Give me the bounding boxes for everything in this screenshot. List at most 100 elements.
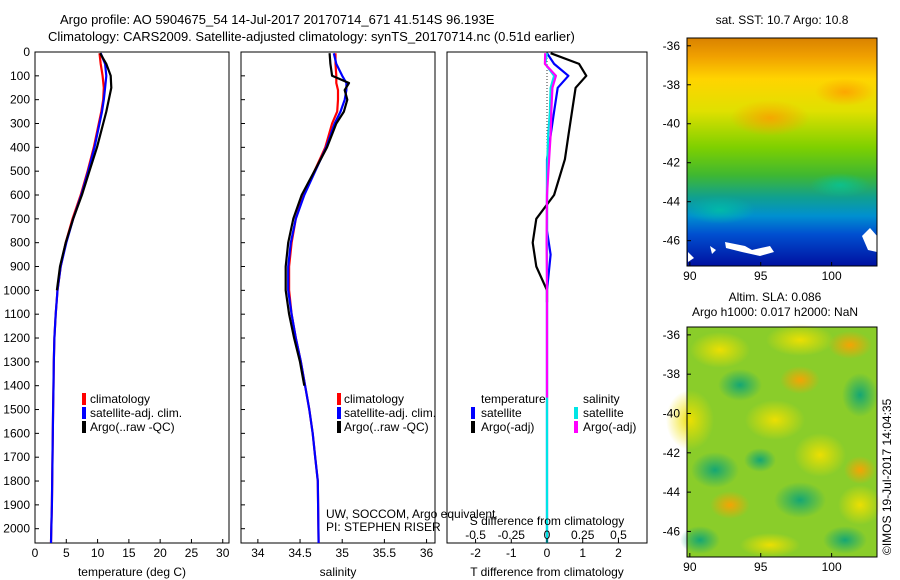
y-tick-label: 2000 bbox=[3, 522, 30, 536]
map-y-tick-label: -38 bbox=[663, 367, 681, 381]
map-y-tick-label: -36 bbox=[663, 328, 681, 342]
y-tick-label: 800 bbox=[10, 236, 30, 250]
sla-patch bbox=[666, 390, 714, 450]
sla-patch bbox=[823, 526, 867, 554]
legend-label-sal-argo: Argo(-adj) bbox=[583, 420, 636, 434]
map-x-tick-label: 90 bbox=[683, 269, 697, 283]
x-tick-label: -2 bbox=[470, 546, 481, 560]
credit-line1: UW, SOCCOM, Argo equivalent bbox=[326, 507, 496, 521]
x-top-tick-label: 0.5 bbox=[610, 528, 627, 542]
y-tick-label: 1700 bbox=[3, 450, 30, 464]
y-tick-label: 700 bbox=[10, 212, 30, 226]
salinity-argo-adj-line bbox=[543, 53, 557, 398]
credit-line2: PI: STEPHEN RISER bbox=[326, 520, 441, 534]
x-tick-label: 35 bbox=[336, 546, 350, 560]
x-tick-label: 30 bbox=[216, 546, 230, 560]
y-tick-label: 400 bbox=[10, 140, 30, 154]
y-tick-label: 1600 bbox=[3, 426, 30, 440]
temperature-argo-adj-line bbox=[531, 52, 588, 303]
sla-plot-frame bbox=[686, 326, 878, 558]
y-tick-label: 900 bbox=[10, 260, 30, 274]
map-y-tick-label: -42 bbox=[663, 446, 681, 460]
legend-title-temperature: temperature bbox=[481, 392, 546, 406]
temperature-plot-frame bbox=[34, 51, 230, 544]
legend-label-argo: Argo(..raw -QC) bbox=[344, 420, 429, 434]
sla-patch bbox=[745, 400, 805, 440]
x-tick-label: 34.5 bbox=[288, 546, 312, 560]
sla-map-title-line1: Altim. SLA: 0.086 bbox=[729, 290, 822, 304]
y-tick-label: 1100 bbox=[4, 307, 30, 321]
sla-patch bbox=[780, 366, 820, 394]
salinity-panel: 34 34.5 35 35.5 36 salinity climatology sate… bbox=[240, 51, 496, 579]
x-top-tick-label: 0 bbox=[544, 528, 551, 542]
legend-swatch-argo bbox=[337, 421, 341, 433]
y-tick-label: 1900 bbox=[3, 498, 30, 512]
sla-patch bbox=[690, 332, 750, 368]
sst-field bbox=[687, 38, 877, 266]
sla-patch bbox=[680, 526, 720, 554]
sla-patch bbox=[710, 491, 750, 519]
difference-axis-label-top: S difference from climatology bbox=[470, 514, 625, 528]
sst-warm-patch bbox=[815, 78, 875, 106]
figure-title-line1: Argo profile: AO 5904675_54 14-Jul-2017 … bbox=[60, 12, 495, 27]
sla-patch bbox=[718, 369, 762, 401]
sst-cool-patch bbox=[810, 173, 870, 197]
map-y-tick-label: -46 bbox=[663, 234, 681, 248]
x-tick-label: 2 bbox=[615, 546, 622, 560]
map-x-tick-label: 95 bbox=[754, 269, 768, 283]
map-x-tick-label: 95 bbox=[754, 560, 768, 574]
temperature-legend: climatology satellite-adj. clim. Argo(..… bbox=[82, 392, 182, 434]
y-tick-label: 1300 bbox=[3, 355, 30, 369]
sla-patch bbox=[842, 373, 878, 417]
argo-raw-qc-line bbox=[284, 53, 351, 386]
map-x-tick-label: 100 bbox=[822, 560, 842, 574]
sla-patch bbox=[838, 485, 882, 525]
climatology-line bbox=[49, 53, 105, 544]
sla-map-title-line2: Argo h1000: 0.017 h2000: NaN bbox=[692, 305, 858, 319]
legend-swatch-sal-satellite bbox=[574, 407, 578, 419]
sla-patch bbox=[828, 331, 872, 359]
sst-plot-frame bbox=[686, 37, 878, 267]
y-tick-label: 1400 bbox=[3, 379, 30, 393]
y-tick-label: 1000 bbox=[3, 283, 30, 297]
difference-panel: -2 -1 0 1 2 -0.5 -0.25 0 0.25 0.5 T difference f… bbox=[446, 51, 648, 579]
map-y-tick-label: -38 bbox=[663, 78, 681, 92]
timestamp: ©IMOS 19-Jul-2017 14:04:35 bbox=[880, 398, 894, 555]
map-y-tick-label: -44 bbox=[663, 485, 681, 499]
legend-label-climatology: climatology bbox=[344, 392, 404, 406]
legend-swatch-temp-argo bbox=[471, 421, 475, 433]
x-tick-label: 10 bbox=[91, 546, 105, 560]
x-top-tick-label: 0.25 bbox=[571, 528, 595, 542]
satellite-adj-clim-line bbox=[49, 52, 108, 544]
map-y-tick-label: -46 bbox=[663, 524, 681, 538]
map-y-tick-label: -42 bbox=[663, 156, 681, 170]
sla-patch bbox=[774, 482, 826, 518]
legend-label-satellite: satellite-adj. clim. bbox=[344, 406, 436, 420]
y-tick-label: 200 bbox=[10, 93, 30, 107]
sla-patch bbox=[740, 533, 800, 557]
temperature-panel: 0 5 10 15 20 25 30 0 100 200 300 400 500 600 700 800 90… bbox=[3, 45, 229, 579]
y-tick-label: 1800 bbox=[3, 474, 30, 488]
y-tick-label: 1200 bbox=[3, 331, 30, 345]
map-y-tick-label: -36 bbox=[663, 39, 681, 53]
sla-map: Altim. SLA: 0.086 Argo h1000: 0.017 h200… bbox=[663, 290, 882, 574]
legend-swatch-climatology bbox=[337, 393, 341, 405]
land-mask bbox=[688, 228, 877, 262]
x-tick-label: 5 bbox=[63, 546, 70, 560]
x-tick-label: 1 bbox=[579, 546, 586, 560]
figure-title-line2: Climatology: CARS2009. Satellite-adjuste… bbox=[48, 29, 575, 44]
sla-anomaly-patches bbox=[666, 324, 882, 557]
y-tick-label: 1500 bbox=[3, 403, 30, 417]
legend-swatch-argo bbox=[82, 421, 86, 433]
legend-label-sal-satellite: satellite bbox=[583, 406, 624, 420]
x-tick-label: 15 bbox=[122, 546, 136, 560]
satellite-adj-clim-line bbox=[287, 52, 348, 544]
map-y-tick-label: -44 bbox=[663, 195, 681, 209]
legend-label-climatology: climatology bbox=[90, 392, 150, 406]
legend-label-argo: Argo(..raw -QC) bbox=[90, 420, 175, 434]
map-x-tick-label: 100 bbox=[822, 269, 842, 283]
legend-swatch-satellite bbox=[82, 407, 86, 419]
argo-raw-qc-line bbox=[55, 52, 113, 291]
sla-patch bbox=[766, 324, 834, 356]
salinity-legend: climatology satellite-adj. clim. Argo(..… bbox=[337, 392, 436, 434]
